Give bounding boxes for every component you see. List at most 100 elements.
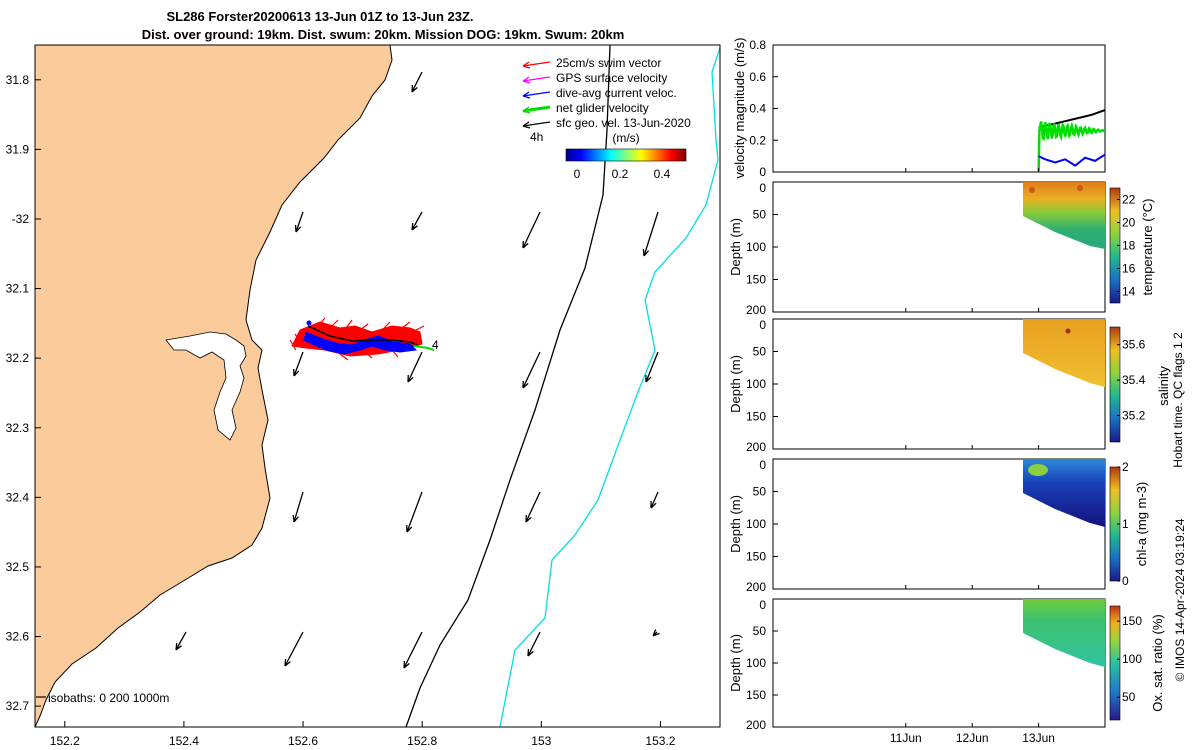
depth-tick-label: 100 [746,517,766,531]
map-axis-ticks: 152.2 152.4 152.6 152.8 153 153.2 31.8 31.9 -32 3… [6,73,676,748]
map-ytick-label: 32.5 [6,560,30,574]
velocity-ytick-label: 0.6 [749,70,766,84]
legend-swatch-head [522,121,531,129]
velocity-ytick-label: 0.8 [749,38,766,52]
current-arrow [525,491,541,523]
legend-swatch [522,76,551,82]
colorbar-tick-label: 18 [1122,239,1136,253]
velocity-ytick-label: 0.2 [749,133,766,147]
time-tick-label: 11Jun [890,731,922,745]
salinity-section [1023,319,1105,387]
oxygen-panel: Ox. sat. ratio (%) [772,598,1165,728]
map-ytick-label: 32.4 [6,490,30,504]
colorbar-tick-label: 35.6 [1122,338,1146,352]
depth-tick-label: 100 [746,656,766,670]
map-ytick-label: 31.9 [6,142,30,156]
dive-avg-current [303,331,418,355]
speed-colorbar-label: (m/s) [612,131,639,145]
map-ytick-label: 32.3 [6,421,30,435]
colorbar-tick-label: 20 [1122,216,1136,230]
speed-colorbar-tick-2: 0.4 [654,167,671,181]
colorbar-tick-label: 0 [1122,574,1129,588]
depth-tick-label: 150 [746,273,766,287]
temperature-panel: temperature (°C) [772,181,1155,313]
legend-swatch-head [522,91,531,99]
current-arrow [175,631,187,651]
current-arrow [411,71,423,93]
depth-tick-label: 150 [746,550,766,564]
legend-swatch [522,121,551,127]
profile-panels: temperature (°C) salinity chl-a (mg m-3)… [728,181,1171,732]
depth-tick-label: 50 [753,485,767,499]
net-glider-arrow [413,345,435,351]
legend-swatch-head [522,76,531,84]
time-tick-label: 12Jun [956,731,989,745]
figure-title-line2: Dist. over ground: 19km. Dist. swum: 20k… [142,27,625,42]
current-arrow [411,211,423,231]
legend-swatch [522,105,551,113]
salinity-panel: salinity [772,318,1171,450]
net-glider-velocity [307,325,419,346]
legend-swatch-head [522,61,531,69]
colorbar-tick-label: 50 [1122,690,1136,704]
legend-swatch [522,61,551,67]
imos-credit: © IMOS 14-Apr-2024 03:19:24 [1173,518,1187,681]
oxygen-colorbar [1109,605,1121,721]
map-xtick-label: 152.8 [407,734,437,748]
current-arrow [292,491,304,523]
current-arrow [527,631,541,657]
speed-colorbar-bar [565,148,687,162]
chla-maximum-patch [1028,464,1048,476]
current-arrow [403,631,423,669]
depth-tick-label: 200 [746,718,766,732]
map-xtick-label: 152.2 [50,734,80,748]
depth-axis-label: Depth (m) [728,495,743,553]
map-frame [34,44,721,728]
current-arrow [642,211,659,257]
oxygen-section [1023,599,1105,667]
colorbar-tick-label: 14 [1122,285,1136,299]
map-ytick-label: 32.2 [6,351,30,365]
speed-colorbar-tick-0: 0 [574,167,581,181]
velocity-series-line [1038,153,1106,167]
current-arrow [284,631,304,667]
surface-current-arrows [175,71,660,669]
depth-tick-label: 150 [746,410,766,424]
salinity-colorbar-label: salinity [1156,366,1171,406]
depth-tick-label: 200 [746,303,766,317]
isobath-200 [405,44,611,728]
current-arrow [407,351,423,383]
velocity-panel: 0 0.2 0.4 0.6 0.8 velocity magnitude (m/s) [732,38,1106,179]
map-ytick-label: 31.8 [6,73,30,87]
map-xtick-label: 153 [531,734,551,748]
colorbar-tick-label: 1 [1122,517,1129,531]
current-arrow [652,629,660,637]
current-arrow [522,211,541,249]
salinity-high-patch [1065,328,1071,334]
chla-section [1023,459,1105,527]
time-tick-label: 13Jun [1022,731,1055,745]
current-arrow [522,351,541,389]
legend-label: 25cm/s swim vector [556,56,661,70]
map-ytick-label: 32.6 [6,630,30,644]
depth-tick-label: 0 [759,318,766,332]
speed-colorbar: (m/s) 0 0.2 0.4 [565,131,687,181]
isobath-1000 [499,47,721,728]
current-arrow [293,351,304,377]
map-xtick-label: 152.6 [288,734,318,748]
current-arrow [645,351,659,383]
swim-vector-spikes [289,317,425,361]
legend-label: sfc geo. vel. 13-Jun-2020 [556,116,691,130]
colorbar-tick-label: 2 [1122,460,1129,474]
colorbar-tick-label: 100 [1122,652,1142,666]
depth-tick-label: 50 [753,624,767,638]
legend-swatch-head [522,106,531,114]
temperature-warm-patch [1029,187,1035,193]
map-estuary [165,331,247,441]
map-ytick-label: 32.7 [6,699,30,713]
current-arrow [294,211,304,233]
qc-flags-label: Hobart time. QC flags 1 2 [1171,332,1185,468]
